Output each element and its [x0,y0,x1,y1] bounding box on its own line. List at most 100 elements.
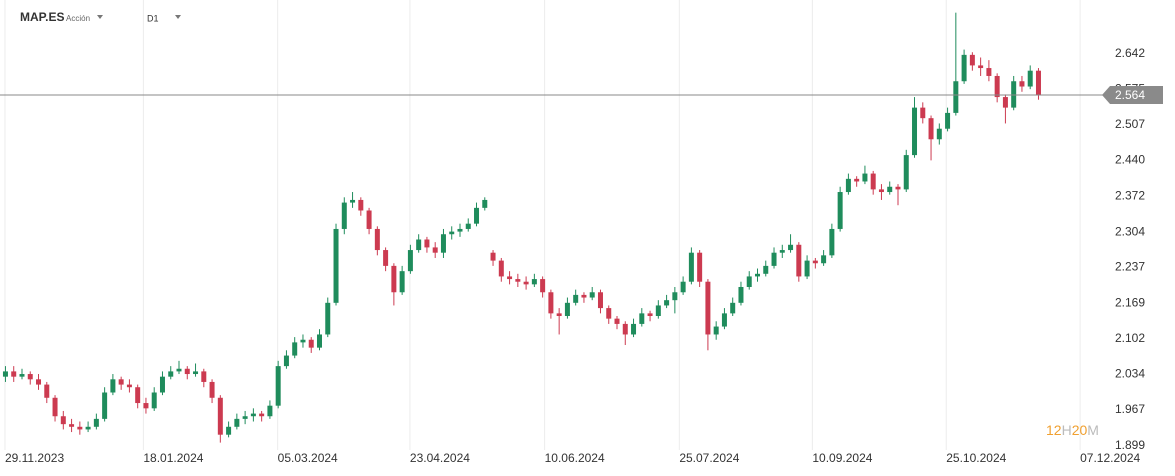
candle-body [622,323,628,335]
candle-body [680,281,686,293]
x-tick-label: 29.11.2023 [5,451,64,465]
candle-body [1035,70,1041,95]
x-tick-label: 23.04.2024 [410,451,470,465]
candle-body [416,239,422,251]
candle-body [697,252,703,282]
candle-body [424,239,430,248]
x-tick-label: 18.01.2024 [143,451,203,465]
candle-body [986,68,992,76]
candle-body [126,384,132,388]
candle-body [606,308,612,319]
candle-body [655,305,661,317]
y-tick-label: 1.899 [1115,438,1145,452]
instrument-type: Acción [66,14,90,23]
candle-body [845,178,851,193]
y-tick-label: 2.237 [1115,260,1145,274]
candle-body [201,371,207,382]
candle-body [69,424,75,427]
candle-body [515,279,521,282]
candle-body [796,244,802,277]
x-tick-label: 10.06.2024 [545,451,605,465]
candle-body [259,413,265,417]
candle-body [969,54,975,66]
candle-body [457,228,463,232]
candle-body [325,302,331,335]
candle-body [581,294,587,298]
candle-body [308,339,314,348]
timeframe-dropdown[interactable] [175,15,181,19]
candle-body [44,384,50,398]
candle-body [333,228,339,303]
candle-body [316,334,322,348]
candle-body [688,252,694,282]
candle-body [1019,81,1025,87]
y-tick-label: 2.304 [1115,224,1145,238]
candle-body [135,387,141,404]
candle-body [1011,81,1017,108]
candle-body [978,65,984,69]
candle-body [176,368,182,372]
last-price-tag [1102,85,1163,104]
candle-body [52,397,58,417]
candle-body [465,223,471,229]
candle-body [895,186,901,190]
candle-body [573,294,579,303]
candle-body [862,173,868,182]
candle-body [168,371,174,377]
candle-body [912,107,918,156]
candle-body [928,118,934,140]
x-tick-label: 25.07.2024 [679,451,739,465]
candle-body [639,313,645,324]
candle-body [143,403,149,409]
candle-body [283,355,289,367]
y-tick-label: 1.967 [1115,402,1145,416]
candle-body [151,392,157,409]
candle-body [383,250,389,266]
candle-body [267,405,273,417]
candle-body [399,271,405,293]
candle-body [159,376,165,393]
symbol[interactable]: MAP.ES [20,10,64,24]
candle-body [738,286,744,303]
overlay: 2.564 [0,85,1163,104]
candle-body [407,250,413,272]
candle-body [449,231,455,235]
candle-body [903,155,909,190]
candle-body [234,418,240,427]
candle-body [854,178,860,182]
y-tick-label: 2.440 [1115,153,1145,167]
grid: 29.11.2023 18.01.2024 05.03.2024 23.04.2024… [4,0,1145,465]
x-tick-label: 25.10.2024 [946,451,1006,465]
candle-body [763,265,769,274]
candles [2,12,1041,443]
candle-body [440,234,446,253]
x-tick-label: 05.03.2024 [278,451,338,465]
candle-body [19,374,25,377]
candle-body [118,379,124,385]
candle-body [27,374,33,380]
candle-body [771,252,777,266]
candle-body [490,252,496,261]
candle-body [713,326,719,335]
symbol-dropdown[interactable] [97,15,103,19]
candle-body [754,273,760,277]
candle-body [341,202,347,229]
candle-body [779,250,785,253]
candle-body [102,392,108,419]
candle-body [556,313,562,317]
timeframe[interactable]: D1 [147,13,159,23]
candle-body [482,199,488,208]
candle-body [366,210,372,229]
candle-body [953,81,959,113]
y-tick-label: 2.169 [1115,296,1145,310]
candle-body [614,318,620,324]
candle-body [730,302,736,314]
candle-body [878,189,884,193]
last-price-label: 2.564 [1115,88,1145,102]
candle-body [358,199,364,211]
y-tick-label: 2.034 [1115,367,1145,381]
candle-body [432,247,438,253]
candle-body [350,199,356,203]
candle-body [1002,97,1008,108]
